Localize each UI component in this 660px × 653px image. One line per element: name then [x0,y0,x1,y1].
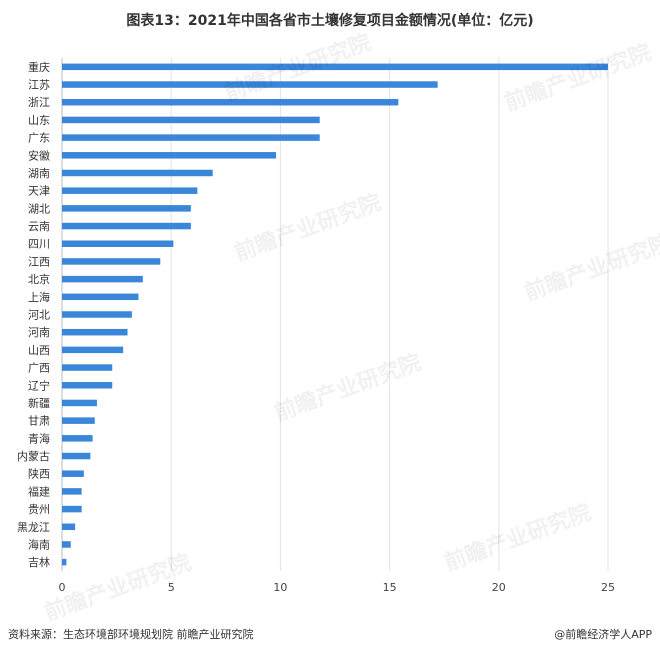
category-label: 安徽 [28,148,50,162]
bar [62,116,320,124]
category-label: 江西 [28,255,50,268]
category-label: 湖北 [28,202,50,215]
category-label: 山西 [28,344,50,357]
x-tick-label: 10 [273,581,287,594]
bar [62,558,67,566]
category-label: 陕西 [28,467,50,481]
category-label: 甘肃 [28,415,50,428]
category-label: 辽宁 [28,378,50,392]
bar [62,293,139,301]
category-label: 山东 [28,114,50,127]
bar [62,399,97,407]
bar [62,258,161,265]
bar [62,364,113,371]
bar [62,311,132,318]
category-label: 河南 [28,326,50,339]
category-label: 黑龙江 [17,521,50,534]
category-label: 吉林 [28,555,50,569]
x-axis-labels: 0 5 10 15 20 25 [59,581,616,594]
category-label: 云南 [28,220,50,233]
category-label: 北京 [28,272,50,286]
bar [62,523,76,531]
bar [62,240,174,247]
bar [62,417,95,424]
bar [62,187,198,194]
category-label: 广西 [28,362,50,375]
bar [62,63,608,71]
x-tick-label: 15 [383,581,397,594]
category-label: 海南 [28,537,50,551]
footer: 资料来源：生态环境部环境规划院 前瞻产业研究院 @前瞻经济学人APP [8,626,652,642]
bar [62,470,84,477]
chart-title: 图表13：2021年中国各省市土壤修复项目金额情况(单位：亿元) [126,13,534,29]
bar [62,452,91,460]
bars [62,63,608,566]
bar [62,275,143,283]
category-label: 浙江 [28,96,50,109]
category-label: 广东 [28,132,50,145]
x-tick-label: 0 [59,581,66,594]
bar [62,134,320,141]
category-label: 湖南 [28,167,50,180]
source-note: 资料来源：生态环境部环境规划院 前瞻产业研究院 [8,628,254,641]
x-tick-label: 5 [168,581,175,594]
category-label: 重庆 [28,60,50,74]
category-label: 内蒙古 [17,449,50,463]
bar [62,98,399,106]
bar [62,205,191,212]
x-tick-label: 20 [492,581,506,594]
bar [62,435,93,442]
category-label: 贵州 [28,503,50,516]
brand-credit: @前瞻经济学人APP [554,628,652,641]
category-label: 江苏 [28,79,50,92]
bar [62,328,128,336]
category-label: 河北 [28,309,50,322]
category-label: 福建 [28,484,50,498]
bar [62,169,213,177]
category-label: 四川 [28,238,50,251]
bar [62,541,71,548]
category-label: 青海 [28,431,50,445]
bar [62,382,113,389]
category-label: 新疆 [28,396,50,410]
bar [62,81,438,88]
bar [62,505,82,513]
y-axis-labels: 重庆江苏浙江山东广东安徽湖南天津湖北云南四川江西北京上海河北河南山西广西辽宁新疆… [17,60,50,569]
bar [62,488,82,495]
bar [62,346,124,354]
category-label: 上海 [28,290,50,304]
bar [62,222,191,230]
bar [62,152,277,159]
category-label: 天津 [28,185,50,198]
x-tick-label: 25 [601,581,615,594]
